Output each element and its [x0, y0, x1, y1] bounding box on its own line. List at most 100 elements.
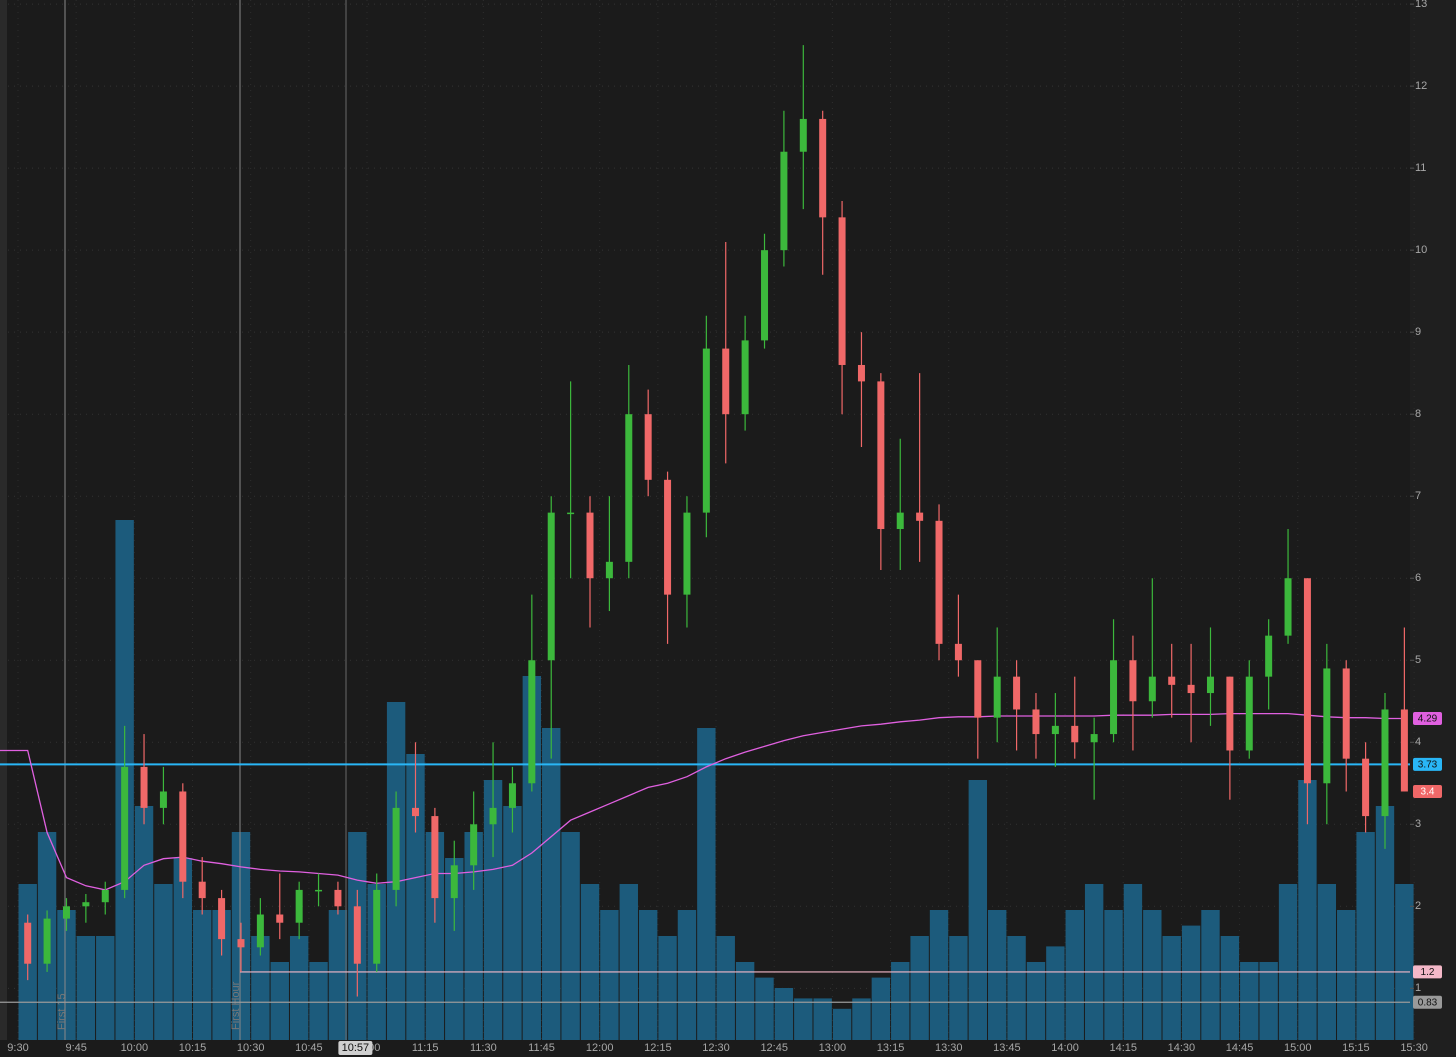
candle-body: [1323, 668, 1331, 784]
y-tick-label: 2: [1415, 900, 1421, 912]
candle-body: [218, 898, 226, 940]
candle-body: [935, 520, 943, 644]
candle-body: [722, 348, 730, 415]
volume-bar: [57, 910, 76, 1040]
candle-body: [916, 512, 924, 521]
volume-bar: [1220, 936, 1240, 1040]
candle-body: [605, 561, 613, 579]
volume-bar: [1278, 884, 1298, 1040]
candle-body: [431, 816, 439, 899]
candle-body: [877, 381, 885, 530]
volume-bar: [1104, 910, 1123, 1040]
candle-body: [1032, 709, 1040, 735]
candle-body: [1284, 578, 1292, 636]
x-tick-label: 10:45: [295, 1042, 323, 1054]
y-tick-label: 13: [1415, 0, 1427, 10]
volume-bar: [406, 754, 425, 1040]
candle-body: [741, 340, 749, 415]
candle-body: [256, 914, 264, 948]
x-tick-label: 14:45: [1226, 1042, 1254, 1054]
volume-bar: [1317, 884, 1337, 1040]
y-tick-label: 11: [1415, 162, 1426, 174]
candle-body: [896, 512, 904, 530]
volume-bar: [774, 988, 794, 1040]
candle-body: [1071, 725, 1079, 743]
y-tick-label: 4: [1415, 736, 1421, 748]
x-tick-label: 12:45: [760, 1042, 788, 1054]
price-label-box: [1413, 995, 1442, 1009]
cursor-box: [338, 1041, 373, 1055]
x-tick-label: 9:30: [7, 1042, 28, 1054]
candle-body: [82, 902, 90, 907]
volume-bar: [503, 806, 522, 1040]
volume-bar: [425, 832, 445, 1040]
x-tick-label: 10:00: [121, 1042, 149, 1054]
x-tick-label: 10:30: [237, 1042, 265, 1054]
marker-label: First Hour: [230, 981, 242, 1030]
volume-bar: [968, 780, 987, 1040]
volume-bar: [1084, 884, 1104, 1040]
candle-body: [140, 766, 148, 808]
y-tick-label: 6: [1415, 572, 1421, 584]
volume-bar: [1143, 910, 1162, 1040]
candle-body: [1400, 709, 1408, 792]
price-label-box: [1413, 784, 1442, 798]
volume-bar: [522, 676, 542, 1040]
candle-body: [625, 414, 633, 562]
candle-body: [974, 660, 982, 718]
candle-body: [702, 348, 710, 513]
candle-body: [276, 914, 284, 923]
y-tick-label: 8: [1415, 408, 1421, 420]
volume-bar: [1375, 806, 1395, 1040]
x-tick-label: 14:30: [1168, 1042, 1196, 1054]
y-tick-label: 12: [1415, 80, 1427, 92]
volume-bar: [173, 858, 193, 1040]
candle-body: [838, 217, 846, 365]
candle-body: [644, 414, 652, 480]
candle-body: [179, 791, 187, 882]
candle-body: [1362, 758, 1370, 817]
x-tick-label: 13:15: [877, 1042, 905, 1054]
price-label: 3.4: [1421, 787, 1435, 798]
candle-body: [237, 939, 245, 948]
candle-body: [1245, 676, 1253, 751]
volume-bar: [910, 936, 929, 1040]
volume-layer: [18, 520, 1414, 1040]
candle-body: [1265, 635, 1273, 677]
candle-body: [1381, 709, 1389, 817]
price-label: 4.29: [1418, 714, 1438, 725]
candle-body: [1148, 676, 1156, 702]
y-tick-label: 9: [1415, 326, 1421, 338]
volume-bar: [716, 936, 735, 1040]
x-tick-label: 13:00: [819, 1042, 847, 1054]
candle-body: [315, 889, 323, 892]
x-tick-label: 11:45: [528, 1042, 555, 1054]
candle-body: [334, 889, 342, 907]
volume-bar: [832, 1008, 852, 1040]
candle-body: [1090, 734, 1098, 743]
volume-bar: [154, 884, 173, 1040]
volume-bar: [580, 884, 600, 1040]
x-tick-label: 10:15: [179, 1042, 207, 1054]
x-tick-label: 11:30: [470, 1042, 497, 1054]
y-tick-label: 1: [1415, 982, 1421, 994]
volume-bar: [1046, 946, 1065, 1040]
x-tick-label: 15:15: [1342, 1042, 1370, 1054]
volume-bar: [600, 910, 619, 1040]
x-tick-label: 9:45: [65, 1042, 86, 1054]
candle-body: [121, 766, 129, 890]
volume-bar: [309, 962, 328, 1040]
volume-bar: [542, 728, 561, 1040]
volume-bar: [1123, 884, 1143, 1040]
volume-bar: [1298, 780, 1317, 1040]
volume-bar: [1259, 962, 1278, 1040]
volume-bar: [677, 910, 697, 1040]
y-tick-label: 7: [1415, 490, 1421, 502]
candle-body: [470, 824, 478, 866]
volume-bar: [658, 936, 677, 1040]
x-tick-label: 12:15: [644, 1042, 672, 1054]
volume-bar: [328, 910, 348, 1040]
candle-body: [353, 906, 361, 964]
volume-bar: [193, 910, 212, 1040]
volume-bar: [251, 936, 270, 1040]
